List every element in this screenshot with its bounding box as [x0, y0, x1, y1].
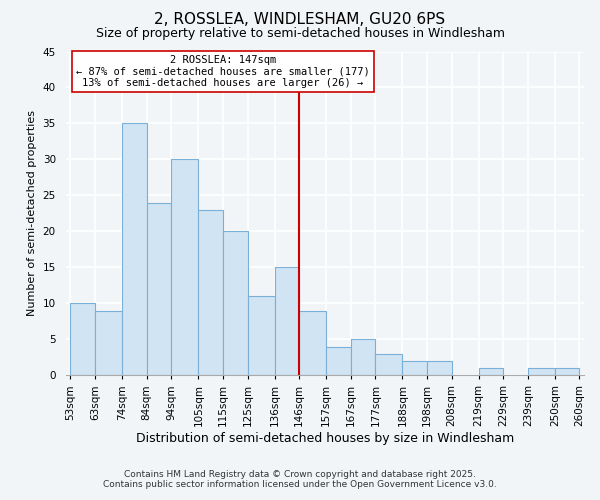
Bar — [146, 202, 171, 376]
Bar — [95, 310, 122, 376]
Bar — [427, 361, 452, 376]
Text: Contains HM Land Registry data © Crown copyright and database right 2025.
Contai: Contains HM Land Registry data © Crown c… — [103, 470, 497, 489]
Bar — [275, 268, 299, 376]
Bar — [223, 232, 248, 376]
Bar — [299, 310, 326, 376]
Bar — [528, 368, 555, 376]
Bar — [376, 354, 403, 376]
Bar — [479, 368, 503, 376]
Bar — [70, 304, 95, 376]
Bar — [326, 346, 351, 376]
Text: 2 ROSSLEA: 147sqm
← 87% of semi-detached houses are smaller (177)
13% of semi-de: 2 ROSSLEA: 147sqm ← 87% of semi-detached… — [76, 55, 370, 88]
Y-axis label: Number of semi-detached properties: Number of semi-detached properties — [27, 110, 37, 316]
X-axis label: Distribution of semi-detached houses by size in Windlesham: Distribution of semi-detached houses by … — [136, 432, 514, 445]
Bar — [555, 368, 580, 376]
Bar — [351, 340, 376, 376]
Bar — [403, 361, 427, 376]
Bar — [171, 160, 199, 376]
Bar — [199, 210, 223, 376]
Text: 2, ROSSLEA, WINDLESHAM, GU20 6PS: 2, ROSSLEA, WINDLESHAM, GU20 6PS — [154, 12, 446, 28]
Bar — [122, 124, 146, 376]
Text: Size of property relative to semi-detached houses in Windlesham: Size of property relative to semi-detach… — [95, 28, 505, 40]
Bar — [248, 296, 275, 376]
